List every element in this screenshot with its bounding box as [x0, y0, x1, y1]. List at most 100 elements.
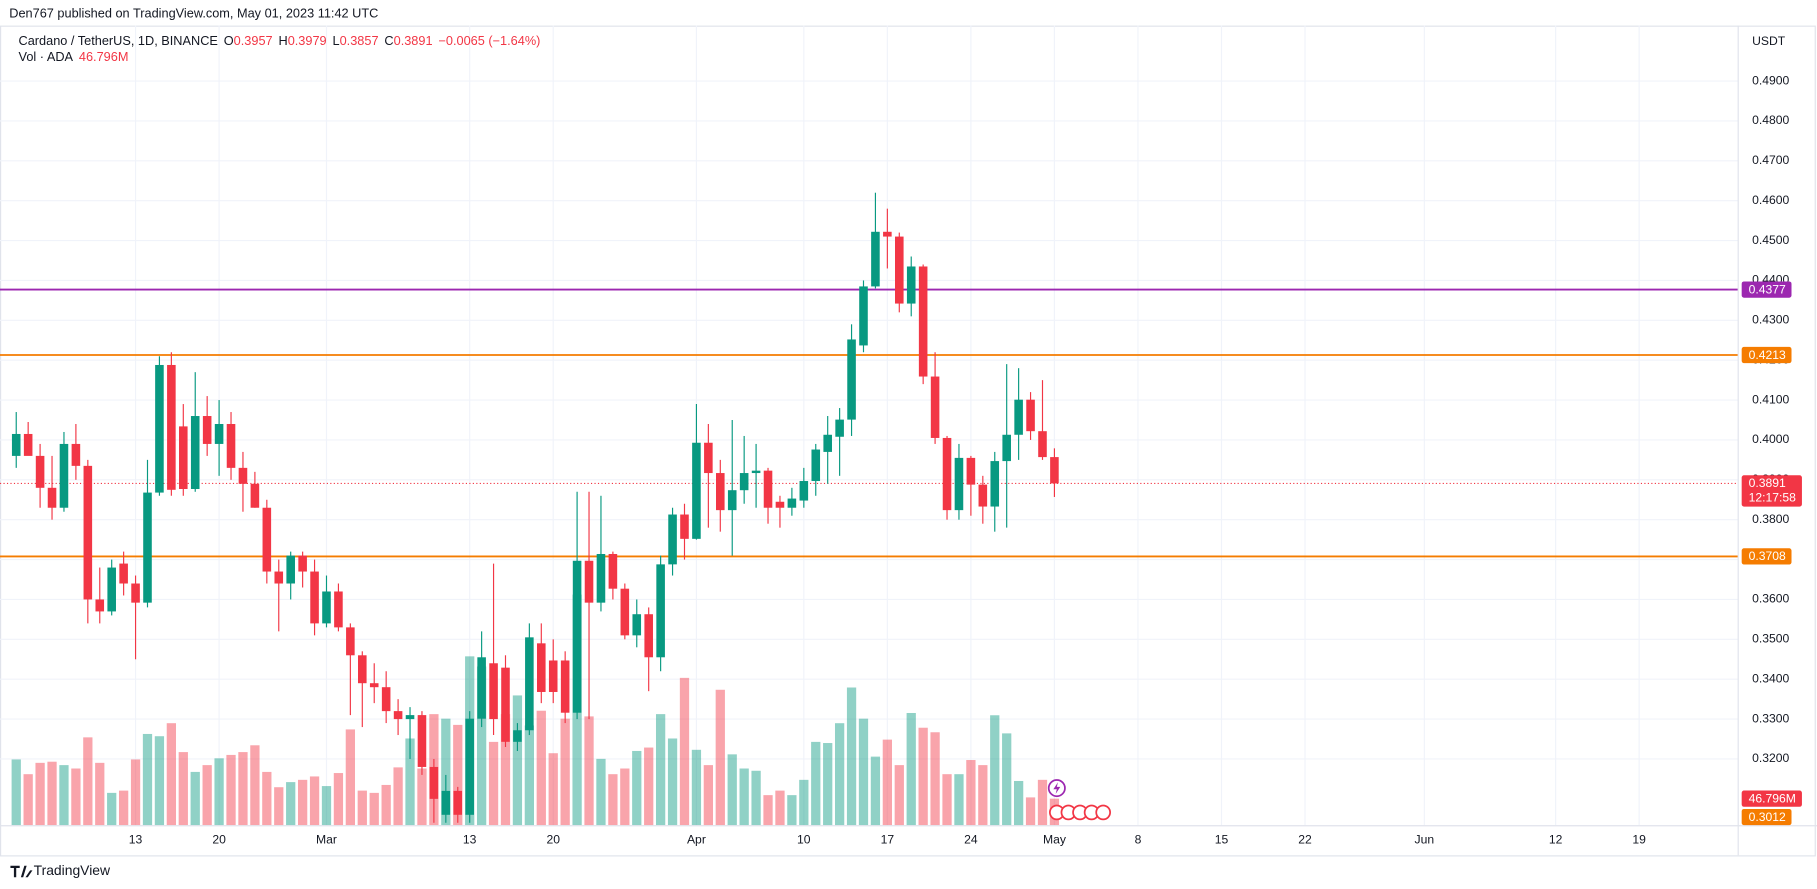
candles: [11, 192, 1059, 823]
candle-body: [775, 501, 785, 508]
candle-body: [644, 614, 653, 658]
price-label: 0.3891: [1749, 476, 1786, 490]
volume-bar: [130, 759, 141, 826]
candle-body: [393, 711, 403, 720]
candle-body: [250, 483, 260, 508]
candle-body: [501, 667, 510, 742]
x-tick-label: 15: [1215, 832, 1229, 846]
x-tick-label: 13: [463, 832, 477, 846]
candle-body: [405, 715, 415, 720]
level-label: 0.4213: [1749, 348, 1786, 362]
volume-bar: [799, 779, 809, 826]
x-tick-label: 17: [881, 832, 895, 846]
x-tick-label: 12: [1549, 832, 1563, 846]
candle-body: [190, 416, 200, 489]
volume-bar: [178, 752, 188, 826]
volume-bar: [644, 747, 654, 826]
volume-bar: [727, 754, 737, 826]
volume-bar: [787, 795, 797, 826]
candle-body: [608, 553, 618, 589]
candle-body: [704, 442, 713, 474]
candle-body: [835, 419, 844, 437]
candle-body: [727, 490, 737, 511]
volume-bar: [715, 689, 725, 826]
volume-bar: [417, 768, 427, 826]
candle-body: [95, 599, 105, 612]
volume-bar: [703, 765, 713, 826]
candle-body: [548, 660, 558, 692]
volume-title: Vol · ADA: [19, 49, 74, 64]
volume-bar: [512, 695, 523, 826]
level-label: 0.3012: [1749, 810, 1786, 824]
volume-bar: [238, 752, 248, 826]
volume-bar: [107, 792, 117, 826]
candle-body: [322, 591, 331, 624]
candle-body: [429, 766, 439, 799]
level-label-box: [1741, 281, 1792, 298]
event-icon: [1053, 782, 1061, 794]
price-label-box: [1741, 475, 1802, 507]
y-tick-label: 0.3600: [1752, 592, 1789, 606]
y-tick-label: 0.4700: [1752, 153, 1789, 167]
volume-bar: [823, 743, 833, 826]
countdown: 12:17:58: [1749, 491, 1797, 505]
candle-body: [1050, 457, 1059, 484]
volume-bar: [560, 718, 570, 826]
volume-bar: [274, 787, 284, 826]
candle-body: [298, 555, 307, 572]
candle-body: [716, 473, 725, 511]
candle-body: [477, 657, 486, 719]
candle-body: [656, 564, 665, 658]
volume-bar: [71, 768, 81, 826]
h-letter: H: [278, 33, 287, 48]
candle-body: [990, 461, 1000, 507]
grid: [0, 25, 1739, 826]
candle-body: [918, 266, 928, 377]
axes: 0.32000.33000.34000.35000.36000.37000.38…: [129, 73, 1802, 846]
candle-body: [119, 563, 128, 584]
logo: TradingView: [10, 862, 111, 878]
volume-bar: [1002, 733, 1012, 826]
volume-bar: [620, 768, 630, 826]
volume-bar: [548, 753, 558, 826]
volume-bar: [95, 762, 105, 826]
candle-body: [930, 376, 940, 438]
candle-body: [59, 443, 69, 508]
candle-body: [1014, 399, 1023, 435]
volume-bar: [345, 729, 355, 826]
volume-bar: [309, 776, 320, 826]
event-icons: [1047, 779, 1112, 821]
legend: Cardano / TetherUS, 1D, BINANCE O0.3957 …: [19, 33, 541, 48]
candle-body: [763, 470, 773, 508]
candle-body: [787, 498, 797, 508]
volume-bar: [369, 792, 379, 826]
candle-body: [202, 416, 212, 444]
volume-bar: [536, 710, 546, 826]
candle-body: [143, 492, 152, 603]
candle-body: [906, 266, 916, 304]
volume-bar: [1025, 797, 1036, 826]
candle-body: [262, 507, 272, 572]
volume-bar: [250, 745, 260, 826]
candle-body: [35, 455, 45, 488]
volume-bar: [118, 790, 129, 826]
candle-body: [358, 655, 367, 684]
y-tick-label: 0.4100: [1752, 392, 1789, 406]
volume-bar: [47, 761, 57, 826]
volume-bar: [596, 758, 606, 826]
candle-body: [895, 236, 904, 304]
x-tick-label: 24: [964, 832, 978, 846]
candle-body: [489, 663, 498, 720]
symbol: Cardano / TetherUS, 1D, BINANCE: [19, 33, 218, 48]
volume-label: 46.796M: [1749, 791, 1796, 805]
volume-bar: [632, 750, 642, 826]
volume-bar: [142, 733, 153, 826]
x-tick-label: Jun: [1415, 832, 1435, 846]
logo-mark: [10, 865, 33, 878]
candle-body: [226, 423, 236, 468]
volume-bar: [35, 762, 45, 826]
candle-body: [537, 643, 546, 692]
candle-body: [238, 467, 248, 484]
candle-body: [871, 231, 880, 287]
